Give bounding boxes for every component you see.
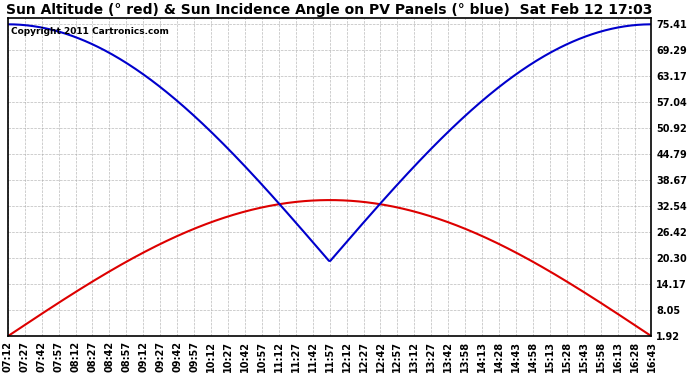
Text: Copyright 2011 Cartronics.com: Copyright 2011 Cartronics.com: [11, 27, 169, 36]
Title: Sun Altitude (° red) & Sun Incidence Angle on PV Panels (° blue)  Sat Feb 12 17:: Sun Altitude (° red) & Sun Incidence Ang…: [6, 3, 653, 17]
